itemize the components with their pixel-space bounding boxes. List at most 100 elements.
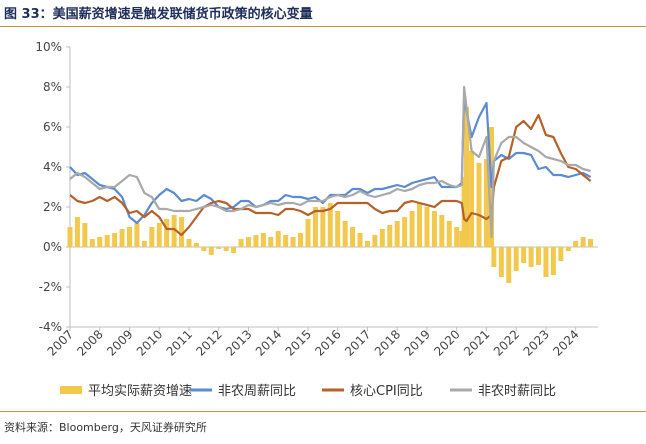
bar-mark [417,203,423,247]
x-tick-label: 2009 [104,327,135,358]
bar-mark [536,247,542,265]
source-note: 资料来源：Bloomberg，天风证券研究所 [4,421,207,434]
bars-layer [67,107,594,283]
bar-mark [119,229,125,247]
bar-mark [97,237,103,247]
x-tick-label: 2011 [164,327,195,358]
legend: 平均实际薪资增速 非农周薪同比 核心CPI同比 非农时薪同比 [60,384,556,399]
bar-mark [305,219,311,247]
lines-layer [69,85,592,239]
bar-mark [268,237,274,247]
bar-mark [156,223,162,247]
bar-mark [253,235,259,247]
bar-mark [223,247,229,251]
bar-mark [164,219,170,247]
bar-mark [89,239,95,247]
x-tick-label: 2018 [372,327,403,358]
bar-mark [141,241,147,247]
bar-mark [335,211,341,247]
bar-mark [275,231,281,247]
bar-mark [402,217,408,247]
bar-mark [454,227,460,247]
x-tick-label: 2019 [402,327,433,358]
bar-mark [327,203,333,247]
bar-mark [67,227,73,247]
bar-mark [320,207,326,247]
title-bar: 图 33：美国薪资增速是触发联储货币政策的核心变量 [0,0,646,24]
bar-mark [193,243,199,247]
bar-mark [372,235,378,247]
bar-mark [491,247,497,267]
x-tick-label: 2015 [283,327,314,358]
legend-swatch-bar [60,386,82,394]
y-tick-label: 0% [43,240,62,254]
bar-mark [350,227,356,247]
bar-mark [558,247,564,261]
bar-mark [342,221,348,247]
bar-mark [469,151,475,247]
bar-mark [208,247,214,255]
bar-mark [134,223,140,247]
bar-mark [573,241,579,247]
bar-mark [528,247,534,267]
bar-mark [104,235,110,247]
bar-mark [216,247,222,249]
x-tick-label: 2020 [431,327,462,358]
y-tick-label: 4% [43,160,62,174]
bar-mark [580,237,586,247]
bar-mark [245,237,251,247]
legend-label: 非农时薪同比 [478,384,556,399]
bar-mark [394,221,400,247]
bar-mark [483,159,489,247]
bar-mark [409,211,415,247]
y-tick-label: 6% [43,120,62,134]
bar-mark [498,247,504,277]
bar-mark [431,211,437,247]
bar-mark [565,247,571,251]
bar-mark [283,235,289,247]
x-tick-label: 2017 [342,327,373,358]
chart-title: 图 33：美国薪资增速是触发联储货币政策的核心变量 [4,7,313,22]
source-divider [0,411,646,412]
x-tick-label: 2008 [74,327,105,358]
y-tick-label: 2% [43,200,62,214]
y-tick-label: -2% [39,280,62,294]
bar-mark [364,241,370,247]
bar-mark [588,239,594,247]
wage-growth-chart: -4%-2%0%2%4%6%8%10%200720082009201020112… [35,40,598,399]
bar-mark [439,215,445,247]
bar-mark [82,223,88,247]
title-divider [0,26,646,27]
bar-mark [550,247,556,275]
x-tick-label: 2012 [193,327,224,358]
bar-mark [179,217,185,247]
x-tick-label: 2024 [550,327,581,358]
x-tick-label: 2013 [223,327,254,358]
bar-mark [112,233,118,247]
y-tick-label: 10% [35,40,62,54]
bar-mark [424,207,430,247]
x-tick-label: 2014 [253,327,284,358]
legend-label: 平均实际薪资增速 [88,384,192,399]
bar-mark [521,247,527,263]
legend-label: 非农周薪同比 [218,384,296,399]
x-tick-label: 2010 [134,327,165,358]
bar-mark [476,163,482,247]
bar-mark [506,247,512,283]
y-tick-label: -4% [39,320,62,334]
bar-mark [149,227,155,247]
series-line-2 [69,113,592,237]
bar-mark [74,217,80,247]
bar-mark [186,239,192,247]
x-tick-label: 2023 [521,327,552,358]
bar-mark [231,247,237,253]
bar-mark [201,247,207,251]
bar-mark [260,233,266,247]
bar-mark [379,229,385,247]
y-tick-label: 8% [43,80,62,94]
x-tick-label: 2021 [461,327,492,358]
bar-mark [543,247,549,277]
bar-mark [298,233,304,247]
bar-mark [171,215,177,247]
bar-mark [126,227,132,247]
